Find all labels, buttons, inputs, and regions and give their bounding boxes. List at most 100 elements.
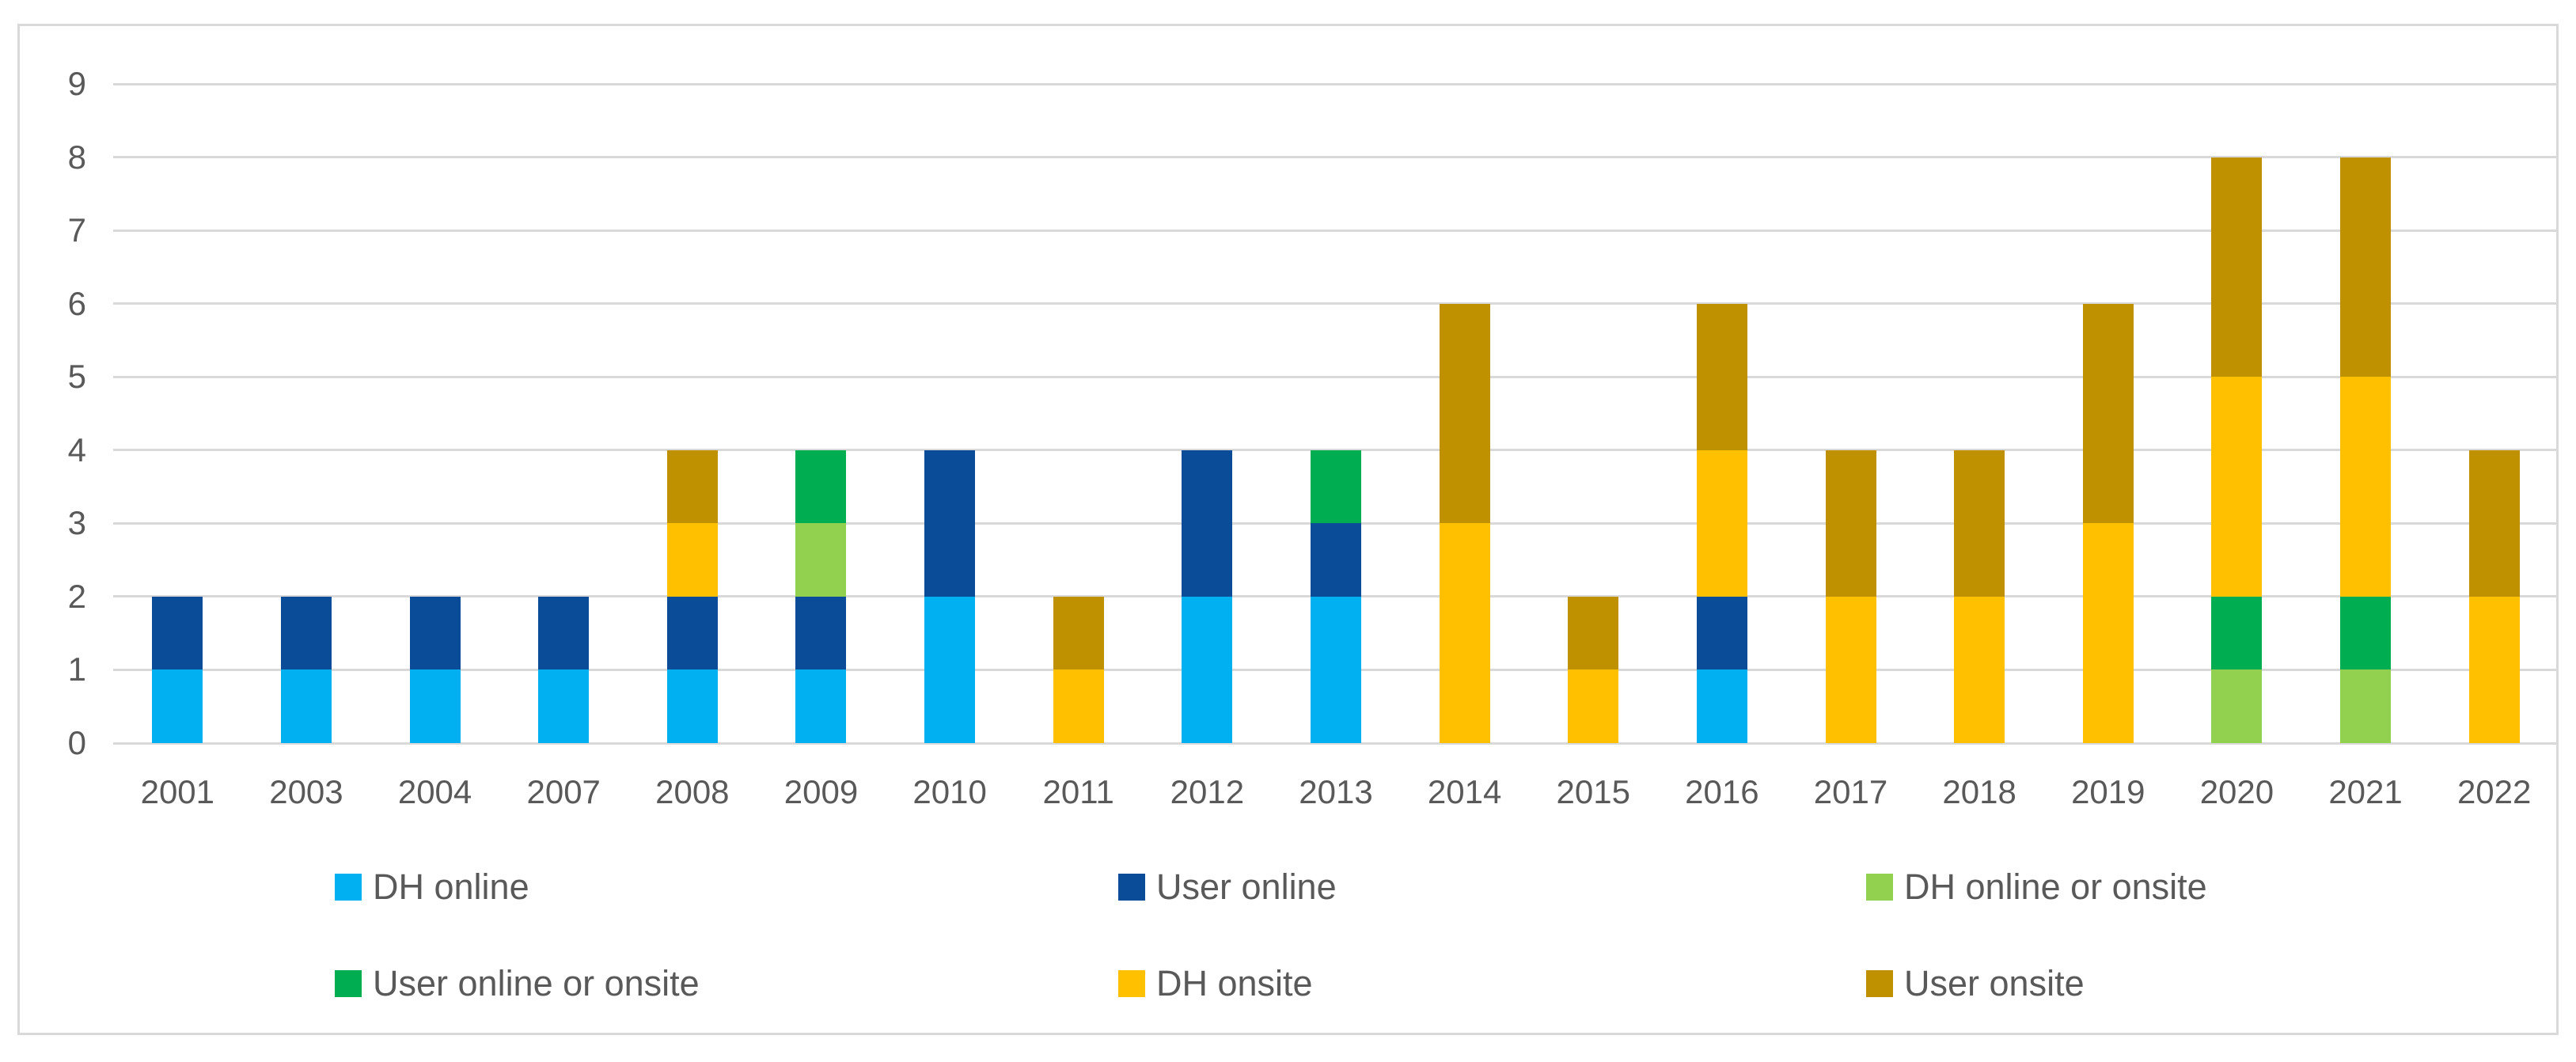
legend-item-dh-online: DH online — [335, 865, 529, 909]
gridline — [113, 82, 2559, 85]
y-tick-label: 0 — [67, 724, 86, 761]
x-tick-label: 2004 — [397, 773, 472, 810]
x-tick-label: 2014 — [1427, 773, 1502, 810]
y-tick-label: 8 — [67, 138, 86, 176]
bar-segment-dh-onsite-2011 — [1053, 669, 1104, 743]
bar-segment-user-onsite-2011 — [1053, 596, 1104, 670]
bar-segment-dh-online-2013 — [1311, 596, 1361, 743]
bar-segment-dh-onsite-2015 — [1568, 669, 1619, 743]
legend-swatch-dh-onsite — [1118, 970, 1145, 997]
bar-segment-user-online-2016 — [1696, 596, 1747, 670]
legend-label: User online or onsite — [373, 963, 700, 1003]
x-tick-label: 2001 — [140, 773, 215, 810]
legend-swatch-user-online-or-onsite — [335, 970, 362, 997]
legend-item-user-onsite: User onsite — [1866, 961, 2085, 1006]
x-tick-label: 2015 — [1556, 773, 1630, 810]
x-tick-label: 2003 — [269, 773, 343, 810]
bar-segment-dh-onsite-2017 — [1825, 596, 1876, 743]
bar-segment-user-onsite-2016 — [1696, 303, 1747, 450]
bar-segment-user-online-2007 — [538, 596, 590, 670]
legend-item-user-online: User online — [1118, 865, 1337, 909]
bar-segment-user-onsite-2018 — [1954, 449, 2005, 597]
y-tick-label: 7 — [67, 211, 86, 249]
bar-segment-dh-online-or-onsite-2009 — [795, 523, 847, 597]
x-tick-label: 2012 — [1170, 773, 1245, 810]
legend-label: DH onsite — [1156, 963, 1313, 1003]
gridline — [113, 229, 2559, 232]
x-axis-line — [113, 742, 2559, 745]
y-tick-label: 6 — [67, 284, 86, 322]
x-tick-label: 2017 — [1813, 773, 1888, 810]
bar-segment-user-onsite-2022 — [2468, 449, 2520, 597]
bar-segment-user-onsite-2014 — [1439, 303, 1490, 524]
bar-segment-dh-online-2003 — [280, 669, 332, 743]
bar-segment-dh-online-2012 — [1182, 596, 1233, 743]
y-tick-label: 4 — [67, 430, 86, 468]
legend-item-user-online-or-onsite: User online or onsite — [335, 961, 700, 1006]
bar-segment-dh-onsite-2018 — [1954, 596, 2005, 743]
legend-swatch-dh-online-or-onsite — [1866, 874, 1893, 901]
bar-segment-user-online-or-onsite-2009 — [795, 449, 847, 524]
legend-swatch-user-onsite — [1866, 970, 1893, 997]
bar-segment-dh-online-or-onsite-2021 — [2340, 669, 2392, 743]
y-tick-label: 1 — [67, 650, 86, 688]
bar-segment-dh-online-2010 — [924, 596, 976, 743]
gridline — [113, 375, 2559, 378]
x-tick-label: 2021 — [2328, 773, 2403, 810]
y-tick-label: 2 — [67, 577, 86, 615]
bar-segment-user-online-2004 — [409, 596, 461, 670]
legend-label: DH online — [373, 867, 529, 907]
y-tick-label: 5 — [67, 358, 86, 396]
bar-segment-dh-online-2009 — [795, 669, 847, 743]
gridline — [113, 156, 2559, 159]
bar-segment-user-online-2013 — [1311, 523, 1361, 597]
x-tick-label: 2011 — [1042, 773, 1114, 810]
x-tick-label: 2009 — [783, 773, 859, 810]
bar-segment-user-online-2009 — [795, 596, 847, 670]
bar-segment-dh-online-2004 — [409, 669, 461, 743]
bar-segment-dh-onsite-2021 — [2340, 377, 2392, 597]
x-tick-label: 2010 — [912, 773, 987, 810]
bar-segment-dh-onsite-2014 — [1439, 523, 1490, 743]
x-tick-label: 2020 — [2199, 773, 2274, 810]
bar-segment-dh-online-2008 — [666, 669, 718, 743]
x-tick-label: 2007 — [526, 773, 601, 810]
y-tick-label: 3 — [67, 504, 86, 542]
bar-segment-dh-online-2001 — [152, 669, 203, 743]
bar-segment-user-online-or-onsite-2020 — [2211, 596, 2263, 670]
bar-segment-dh-onsite-2016 — [1696, 449, 1747, 597]
bar-segment-dh-onsite-2008 — [666, 523, 718, 597]
legend-label: User online — [1156, 867, 1337, 907]
legend-item-dh-online-or-onsite: DH online or onsite — [1866, 865, 2207, 909]
chart-frame: 0 1 2 3 4 5 6 7 8 9 2001 2003 2004 2007 2008 2009 2010 2… — [17, 24, 2559, 1035]
bar-segment-dh-online-2016 — [1696, 669, 1747, 743]
x-tick-label: 2008 — [655, 773, 730, 810]
bar-segment-dh-online-or-onsite-2020 — [2211, 669, 2263, 743]
legend-label: DH online or onsite — [1904, 867, 2207, 907]
bar-segment-user-online-2010 — [924, 449, 976, 597]
bar-segment-user-online-or-onsite-2021 — [2340, 596, 2392, 670]
legend-swatch-user-online — [1118, 874, 1145, 901]
bar-segment-user-onsite-2020 — [2211, 157, 2263, 377]
bar-segment-dh-online-2007 — [538, 669, 590, 743]
bar-segment-user-onsite-2008 — [666, 449, 718, 524]
legend-swatch-dh-online — [335, 874, 362, 901]
legend-label: User onsite — [1904, 963, 2085, 1003]
bar-segment-dh-onsite-2019 — [2082, 523, 2134, 743]
bar-segment-dh-onsite-2022 — [2468, 596, 2520, 743]
x-tick-label: 2016 — [1685, 773, 1759, 810]
bar-segment-user-onsite-2019 — [2082, 303, 2134, 524]
bar-segment-user-online-2001 — [152, 596, 203, 670]
y-tick-label: 9 — [67, 65, 86, 102]
bar-segment-user-online-2003 — [280, 596, 332, 670]
legend-item-dh-onsite: DH onsite — [1118, 961, 1313, 1006]
bar-segment-dh-onsite-2020 — [2211, 377, 2263, 597]
bar-segment-user-online-2008 — [666, 596, 718, 670]
gridline — [113, 302, 2559, 305]
x-tick-label: 2022 — [2456, 773, 2532, 810]
bar-segment-user-onsite-2015 — [1568, 596, 1619, 670]
bar-segment-user-online-2012 — [1182, 449, 1233, 597]
bar-segment-user-online-or-onsite-2013 — [1311, 449, 1361, 524]
x-tick-label: 2018 — [1942, 773, 2016, 810]
